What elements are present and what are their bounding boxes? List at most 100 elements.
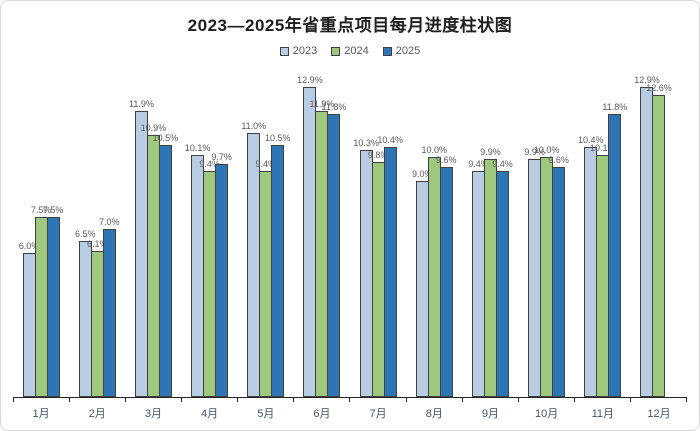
legend-swatch-2025 [382,46,392,56]
axis-tick-cell [13,398,69,402]
x-axis-label-9月: 9月 [481,408,500,420]
value-label: 10.0% [533,145,560,155]
axis-tick-cell [293,398,349,402]
bar-group-3月: 11.9% 10.9% 10.5% [125,99,181,397]
axis-tick-cell [237,398,293,402]
x-axis-label-5月: 5月 [257,408,275,420]
value-label: 9.6% [436,154,457,165]
bar-2025-10月 [552,166,566,397]
bar-group-8月: 9.0% 10.0% 9.6% [406,145,462,397]
axis-tick-cell [573,398,630,402]
value-label: 6.5% [74,229,96,239]
x-axis-label-1月: 1月 [32,408,50,420]
bar-group-4月: 10.1% 9.4% 9.7% [182,143,238,397]
legend-item-2023: 2023 [279,45,318,57]
value-label: 12.9% [634,75,660,86]
legend: 2023 2024 2025 [1,45,699,57]
x-axis-label-4月: 4月 [201,408,219,420]
value-label: 7.5% [30,205,52,215]
bar-slot-2025-4月: 9.7% [211,152,232,397]
value-label: 7.5% [42,205,64,215]
x-axis-label-2月: 2月 [88,408,106,420]
x-axis-labels: 1月 2月 3月 4月 5月 6月 7月 8月 9月 10月 11月 12月 [13,405,687,421]
bar-2025-9月 [495,171,509,397]
value-label: 10.3% [353,137,379,148]
bar-2025-2月 [102,229,116,397]
bar-group-7月: 10.3% 9.8% 10.4% [350,135,406,397]
value-label: 11.0% [241,121,267,131]
value-label: 6.0% [18,241,40,251]
bar-2024-12月 [652,94,666,397]
value-label: 12.6% [646,82,672,93]
value-label: 10.1% [184,142,211,153]
x-axis-label-10月: 10月 [535,408,559,420]
value-label: 9.9% [480,147,501,158]
value-label: 9.8% [367,149,389,160]
bar-slot-2025-11月: 11.8% [602,102,627,397]
axis-tick-cell [517,398,574,402]
bar-group-11月: 10.4% 10.1% 11.8% [575,102,631,397]
x-axis-label-11月: 11月 [591,408,615,420]
value-label: 10.5% [152,133,179,143]
bar-2025-6月 [327,113,341,397]
bar-2025-8月 [439,166,453,397]
bar-slot-2025-10月: 9.6% [548,155,569,397]
x-axis-label-6月: 6月 [313,408,331,420]
bar-2025-3月 [158,145,172,397]
bar-slot-2025-7月: 10.4% [377,135,403,397]
bar-slot-2025-2月: 7.0% [99,217,120,397]
bar-group-6月: 12.9% 11.9% 11.8% [294,75,350,397]
value-label: 10.5% [265,133,291,143]
value-label: 12.9% [297,75,323,86]
bar-slot-2025-9月: 9.4% [492,159,513,397]
value-label: 9.4% [492,159,513,170]
value-label: 11.9% [128,99,154,110]
value-label: 6.1% [86,238,108,249]
bar-2025-1月 [46,217,60,397]
legend-swatch-2024 [331,46,341,56]
bar-slot-2025-5月: 10.5% [265,133,291,397]
value-label: 10.0% [421,145,448,155]
value-label: 7.0% [98,217,120,227]
bar-group-10月: 9.9% 10.0% 9.6% [519,145,575,397]
bar-slot-2024-12月: 12.6% [646,83,672,397]
axis-tick-cell [181,398,237,402]
legend-item-2025: 2025 [382,45,421,57]
bar-2025-4月 [215,164,229,397]
x-axis [13,397,687,402]
axis-tick-cell [461,398,518,402]
axis-tick-cell [629,398,687,402]
value-label: 9.9% [524,147,545,158]
legend-label: 2024 [344,45,369,57]
axis-tick-cell [405,398,462,402]
bar-slot-2025-8月: 9.6% [436,155,457,397]
x-axis-label-7月: 7月 [369,408,387,420]
chart-title: 2023—2025年省重点项目每月进度柱状图 [187,16,513,35]
x-axis-label-3月: 3月 [144,408,162,420]
legend-swatch-2023 [279,46,289,56]
bar-slot-2025-6月: 11.8% [322,102,346,397]
axis-tick-cell [349,398,405,402]
legend-label: 2025 [395,45,421,57]
axis-tick-cell [125,398,181,402]
bar-group-1月: 6.0% 7.5% 7.5% [13,205,69,397]
value-label: 10.4% [578,135,604,146]
axis-tick-cell [69,398,125,402]
legend-item-2024: 2024 [331,45,369,57]
value-label: 9.4% [255,159,277,170]
bar-group-5月: 11.0% 9.4% 10.5% [238,121,294,397]
legend-label: 2023 [292,45,318,57]
value-label: 9.6% [548,154,569,165]
bar-group-2月: 6.5% 6.1% 7.0% [69,217,125,397]
value-label: 9.7% [211,152,232,163]
bar-2025-7月 [383,147,397,397]
value-label: 11.8% [602,101,628,112]
x-axis-label-8月: 8月 [425,408,443,420]
value-label: 10.9% [140,123,167,134]
bar-group-9月: 9.4% 9.9% 9.4% [462,147,518,397]
value-label: 11.8% [321,101,347,112]
plot-area: 6.0% 7.5% 7.5% 6.5% 6.1% 7.0% 11.9% 10.9% 10.5% 1… [13,75,687,421]
value-label: 9.4% [199,159,220,170]
bar-2025-5月 [271,145,285,397]
